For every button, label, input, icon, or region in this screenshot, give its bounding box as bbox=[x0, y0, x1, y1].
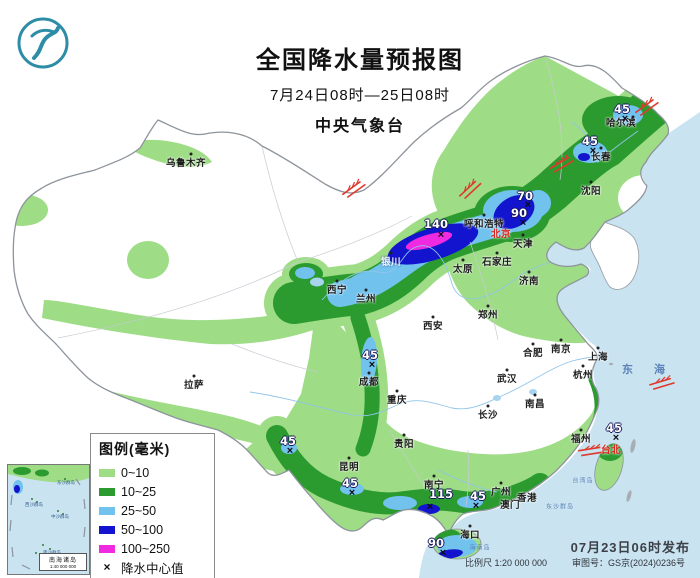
taiwan-island bbox=[594, 440, 624, 491]
center-marker-label: 降水中心值 bbox=[121, 561, 184, 576]
legend-swatch bbox=[99, 487, 115, 496]
legend-marker-row: × 降水中心值 bbox=[99, 558, 207, 576]
legend-swatch bbox=[99, 525, 115, 534]
legend-item: 0~10 bbox=[99, 463, 207, 482]
inset-map bbox=[8, 465, 89, 570]
china-border bbox=[12, 55, 670, 535]
legend-swatch bbox=[99, 506, 115, 515]
hainan-island bbox=[432, 528, 482, 560]
inset-island-label: 中沙群岛 bbox=[51, 514, 69, 519]
legend-item-label: 25~50 bbox=[121, 503, 157, 518]
forecast-period: 7月24日08时—25日08时 bbox=[269, 87, 451, 104]
cma-logo-icon bbox=[17, 17, 69, 69]
legend-item-label: 100~250 bbox=[121, 541, 171, 556]
legend-item-label: 10~25 bbox=[121, 484, 157, 499]
wind-barb-icon bbox=[634, 96, 659, 117]
legend-swatch bbox=[99, 468, 115, 477]
wind-barb-icon bbox=[649, 374, 675, 391]
inset-island-label: 东沙群岛 bbox=[57, 480, 75, 485]
wind-barbs bbox=[341, 96, 675, 457]
page-title: 全国降水量预报图 bbox=[256, 47, 464, 74]
legend-items: 0~10 10~25 25~50 50~100 100~250 bbox=[99, 463, 207, 558]
approval-number: 审图号：GS京(2024)0236号 bbox=[572, 558, 686, 568]
inset-title: 南海诸岛 bbox=[48, 558, 77, 564]
inset-scale: 1:40 000 000 bbox=[49, 564, 77, 569]
legend-box: 图例(毫米) 0~10 10~25 25~50 50~100 100~250 × 降水中… bbox=[90, 433, 215, 578]
wind-barb-icon bbox=[549, 154, 574, 173]
issuing-agency: 中央气象台 bbox=[314, 118, 405, 135]
wind-barb-icon bbox=[458, 178, 482, 200]
legend-title: 图例(毫米) bbox=[99, 441, 171, 457]
legend-item: 10~25 bbox=[99, 482, 207, 501]
sea-area bbox=[419, 112, 700, 578]
legend-item: 100~250 bbox=[99, 539, 207, 558]
offshore-islands bbox=[609, 362, 636, 502]
map-scale: 比例尺 1:20 000 000 bbox=[465, 558, 548, 568]
legend-item-label: 0~10 bbox=[121, 465, 150, 480]
release-time: 07月23日06时发布 bbox=[570, 540, 690, 555]
legend-item: 25~50 bbox=[99, 501, 207, 520]
center-marker-symbol: × bbox=[103, 560, 111, 574]
inset-island-label: 南沙群岛 bbox=[43, 550, 61, 556]
inset-island-label: 西沙群岛 bbox=[25, 502, 43, 507]
map-header: 全国降水量预报图 7月24日08时—25日08时 中央气象台 bbox=[215, 40, 505, 136]
wind-barb-icon bbox=[341, 178, 366, 199]
legend-item-label: 50~100 bbox=[121, 522, 164, 537]
legend-item: 50~100 bbox=[99, 520, 207, 539]
legend-swatch bbox=[99, 544, 115, 553]
south-china-sea-inset: 东沙群岛 西沙群岛 中沙群岛 南沙群岛 南海诸岛 1:40 000 000 bbox=[7, 464, 90, 575]
inset-title-box: 南海诸岛 1:40 000 000 bbox=[39, 553, 87, 571]
wind-barb-icon bbox=[578, 443, 604, 457]
